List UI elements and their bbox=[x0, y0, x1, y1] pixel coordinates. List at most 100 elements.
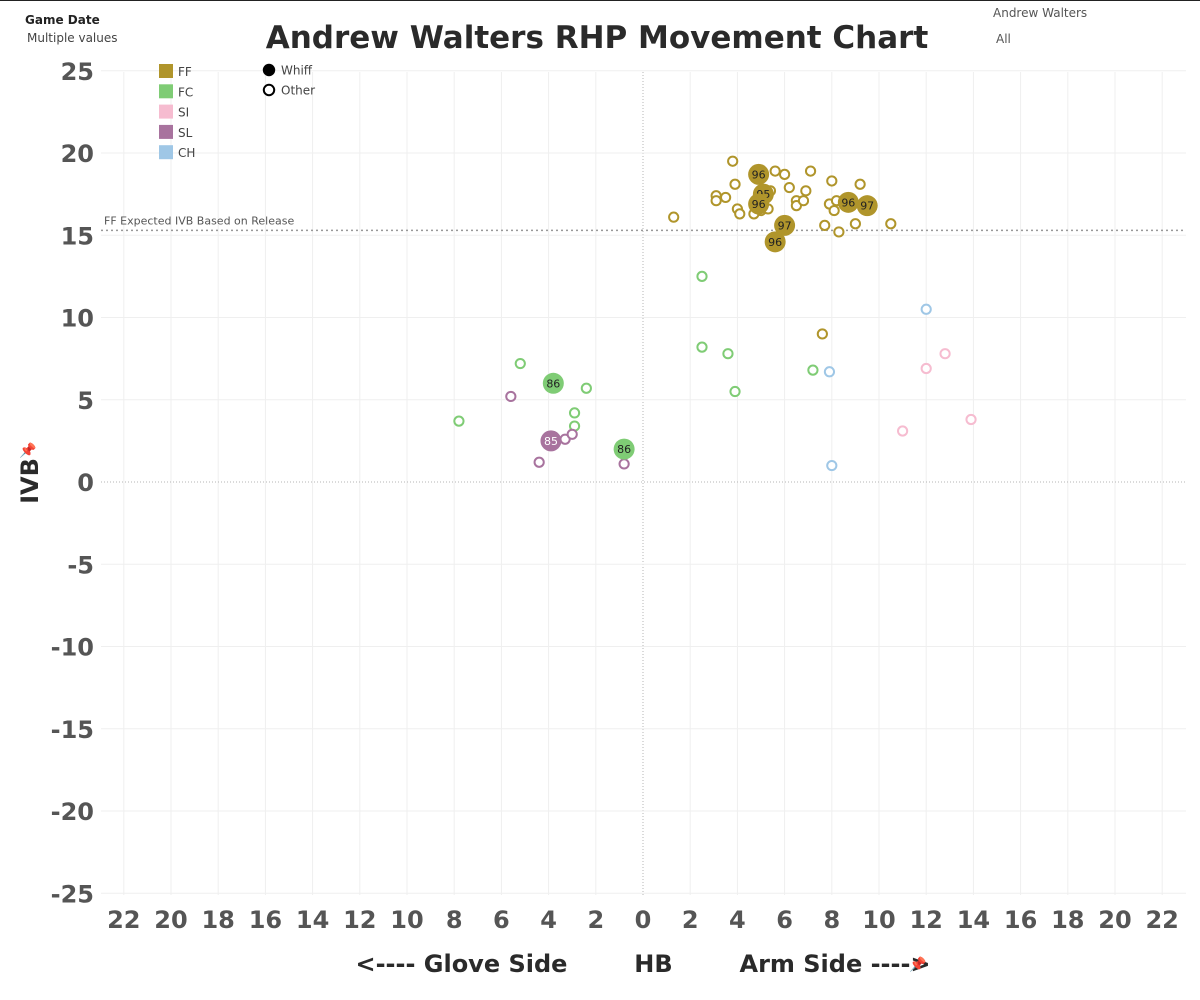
point-ff-other[interactable] bbox=[727, 155, 739, 167]
point-sl-other[interactable] bbox=[566, 428, 578, 440]
x-tick-label: 10 bbox=[862, 906, 895, 934]
point-ff-other[interactable] bbox=[828, 204, 840, 217]
point-sl-whiff[interactable] bbox=[540, 430, 562, 452]
legend-label-sl: SL bbox=[178, 126, 193, 140]
point-ff-other[interactable] bbox=[885, 218, 897, 230]
point-ff-other[interactable] bbox=[849, 218, 862, 230]
game-date-filter-value[interactable]: Multiple values bbox=[27, 31, 118, 45]
top-border bbox=[0, 0, 1200, 1]
legend-swatch-si bbox=[159, 104, 173, 119]
point-velocity-label: 96 bbox=[841, 196, 855, 209]
point-fc-whiff[interactable] bbox=[542, 372, 564, 394]
point-ff-other[interactable] bbox=[800, 185, 812, 197]
point-si-other[interactable] bbox=[897, 425, 909, 437]
x-tick-label: 16 bbox=[249, 906, 282, 934]
point-fc-other[interactable] bbox=[453, 415, 465, 427]
y-tick-label: -25 bbox=[51, 880, 94, 908]
x-tick-label: 8 bbox=[823, 906, 840, 934]
point-ff-other[interactable] bbox=[819, 219, 831, 231]
y-tick-label: 0 bbox=[77, 469, 94, 497]
x-tick-label: 22 bbox=[107, 906, 140, 934]
point-ff-whiff[interactable] bbox=[856, 195, 878, 217]
legend-label-ch: CH bbox=[178, 146, 195, 160]
axis-ticks: 22 20 18 16 14 12 10 8 6 4 2 0 2 4 6 8 10 12 14 16 18 20 22252… bbox=[51, 58, 1179, 934]
point-ff-whiff[interactable] bbox=[748, 193, 770, 215]
legend-label-ff: FF bbox=[178, 65, 192, 79]
point-velocity-label: 85 bbox=[544, 435, 558, 448]
player-filter-title: Andrew Walters bbox=[993, 6, 1088, 20]
point-ff-other[interactable] bbox=[720, 191, 732, 204]
x-tick-label: 22 bbox=[1145, 906, 1178, 934]
player-filter-value[interactable]: All bbox=[996, 32, 1011, 46]
x-tick-label: 6 bbox=[493, 906, 510, 934]
point-fc-other[interactable] bbox=[514, 357, 526, 370]
point-ff-other[interactable] bbox=[779, 168, 791, 180]
point-ff-other[interactable] bbox=[734, 208, 746, 220]
legend-label-fc: FC bbox=[178, 85, 193, 99]
point-fc-other[interactable] bbox=[729, 385, 741, 398]
x-tick-label: 14 bbox=[296, 906, 329, 934]
ff-expected-ivb-label: FF Expected IVB Based on Release bbox=[104, 214, 294, 227]
point-fc-other[interactable] bbox=[696, 341, 708, 353]
legend-label-si: SI bbox=[178, 106, 189, 120]
point-ff-other[interactable] bbox=[854, 178, 866, 190]
point-fc-other[interactable] bbox=[807, 364, 819, 376]
point-ff-other[interactable] bbox=[804, 165, 817, 177]
x-tick-label: 8 bbox=[446, 906, 463, 934]
y-axis-pin-icon: 📌 bbox=[19, 441, 37, 459]
point-ff-other[interactable] bbox=[710, 195, 722, 207]
reference-layer: FF Expected IVB Based on Release bbox=[101, 214, 1186, 232]
point-ch-other[interactable] bbox=[823, 366, 836, 378]
point-sl-other[interactable] bbox=[533, 456, 545, 468]
data-points: 96959696979796868685 bbox=[453, 155, 977, 472]
x-tick-label: 16 bbox=[1004, 906, 1037, 934]
x-tick-label: 20 bbox=[1098, 906, 1131, 934]
point-ff-other[interactable] bbox=[783, 181, 795, 194]
x-axis-title: <---- Glove Side HB Arm Side ----> bbox=[355, 950, 930, 978]
x-tick-label: 12 bbox=[909, 906, 942, 934]
point-velocity-label: 96 bbox=[768, 236, 782, 249]
point-ff-other[interactable] bbox=[769, 165, 781, 177]
point-ff-whiff[interactable] bbox=[764, 231, 786, 253]
x-tick-label: 4 bbox=[540, 906, 557, 934]
x-tick-label: 0 bbox=[635, 906, 652, 934]
chart-title: Andrew Walters RHP Movement Chart bbox=[265, 20, 929, 56]
point-ff-other[interactable] bbox=[816, 328, 828, 340]
point-ch-other[interactable] bbox=[920, 303, 932, 315]
point-ff-other[interactable] bbox=[833, 226, 845, 238]
point-fc-other[interactable] bbox=[580, 382, 592, 394]
legend-swatch-fc bbox=[159, 84, 173, 99]
legend-label-other: Other bbox=[281, 84, 315, 98]
point-ff-other[interactable] bbox=[797, 195, 810, 207]
point-fc-other[interactable] bbox=[722, 348, 734, 360]
point-sl-other[interactable] bbox=[618, 458, 630, 470]
point-velocity-label: 86 bbox=[546, 377, 560, 390]
point-ch-other[interactable] bbox=[826, 459, 838, 472]
x-tick-label: 18 bbox=[1051, 906, 1084, 934]
point-ff-whiff[interactable] bbox=[837, 191, 859, 213]
point-si-other[interactable] bbox=[920, 362, 932, 375]
point-si-other[interactable] bbox=[965, 413, 977, 426]
y-tick-label: -20 bbox=[51, 798, 94, 826]
legend-swatch-ff bbox=[159, 64, 173, 78]
game-date-filter-title: Game Date bbox=[25, 13, 100, 27]
point-fc-other[interactable] bbox=[568, 407, 581, 419]
point-sl-other[interactable] bbox=[505, 390, 517, 403]
x-tick-label: 4 bbox=[729, 906, 746, 934]
x-tick-label: 2 bbox=[587, 906, 604, 934]
y-tick-label: 10 bbox=[61, 305, 94, 333]
point-ff-whiff[interactable] bbox=[774, 214, 796, 236]
point-velocity-label: 96 bbox=[752, 198, 766, 211]
point-fc-other[interactable] bbox=[696, 270, 708, 282]
point-si-other[interactable] bbox=[939, 348, 951, 360]
point-velocity-label: 96 bbox=[752, 168, 766, 181]
point-ff-other[interactable] bbox=[729, 178, 741, 190]
x-tick-label: 12 bbox=[343, 906, 376, 934]
y-tick-label: 20 bbox=[61, 140, 94, 168]
point-fc-whiff[interactable] bbox=[613, 438, 635, 460]
point-ff-whiff[interactable] bbox=[748, 163, 770, 185]
point-ff-other[interactable] bbox=[668, 211, 680, 223]
point-ff-other[interactable] bbox=[826, 175, 838, 187]
y-axis-title: IVB bbox=[16, 458, 44, 504]
